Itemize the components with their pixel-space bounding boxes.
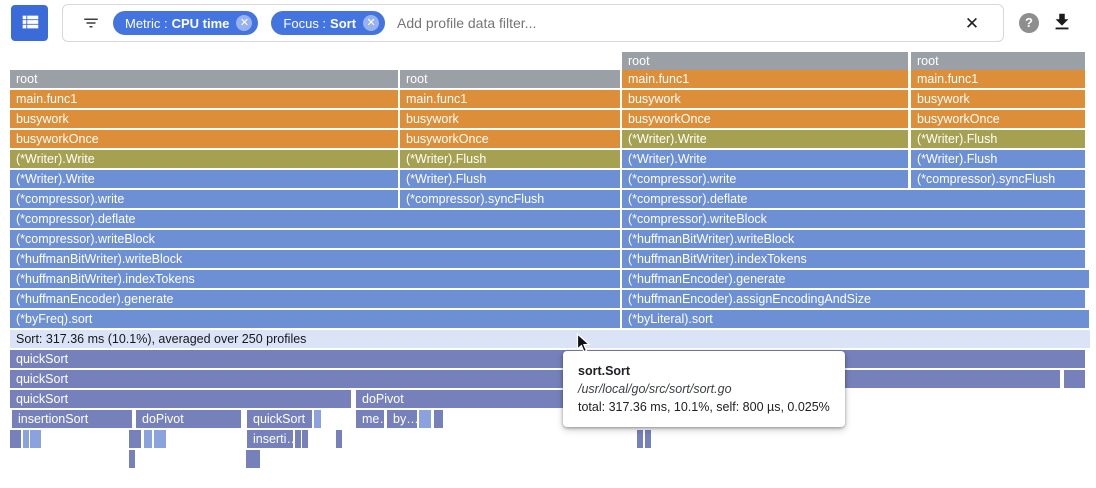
flame-frame[interactable] — [637, 430, 643, 448]
flame-frame[interactable]: (*byLiteral).sort — [622, 310, 1089, 328]
flame-frame[interactable]: (*compressor).deflate — [10, 210, 620, 228]
flame-frame[interactable]: (*huffmanBitWriter).indexTokens — [622, 250, 1085, 268]
flame-frame[interactable]: (*Writer).Flush — [911, 150, 1085, 168]
flame-frame[interactable]: (*compressor).write — [10, 190, 398, 208]
flame-frame[interactable]: (*compressor).write — [622, 170, 908, 188]
flame-frame[interactable]: (*compressor).writeBlock — [10, 230, 620, 248]
flame-frame[interactable] — [254, 450, 260, 468]
remove-focus-chip-icon[interactable]: ✕ — [363, 15, 380, 31]
remove-metric-chip-icon[interactable]: ✕ — [236, 15, 253, 31]
flame-frame[interactable]: (*Writer).Write — [10, 170, 398, 188]
flame-frame[interactable] — [336, 430, 342, 448]
flame-frame[interactable] — [419, 410, 431, 428]
filter-input[interactable]: Add profile data filter... — [397, 15, 537, 31]
view-list-icon — [19, 11, 41, 36]
flame-frame[interactable]: me… — [356, 410, 384, 428]
flame-frame[interactable]: main.func1 — [400, 90, 620, 108]
flame-frame[interactable]: root — [622, 52, 908, 70]
frame-tooltip: sort.Sort /usr/local/go/src/sort/sort.go… — [563, 351, 845, 427]
flame-frame[interactable] — [645, 430, 651, 448]
flame-frame[interactable]: busyworkOnce — [622, 110, 908, 128]
flame-frame[interactable] — [129, 430, 141, 448]
flame-frame[interactable]: (*huffmanBitWriter).writeBlock — [10, 250, 620, 268]
flame-frame[interactable]: (*compressor).syncFlush — [911, 170, 1085, 188]
flame-frame[interactable]: (*compressor).deflate — [622, 190, 1085, 208]
flame-frame[interactable]: busyworkOnce — [911, 110, 1085, 128]
flame-frame[interactable] — [129, 450, 135, 468]
flame-frame[interactable] — [295, 430, 301, 448]
flame-frame[interactable]: (*Writer).Write — [10, 150, 398, 168]
flame-frame[interactable] — [154, 430, 160, 448]
flame-frame[interactable]: root — [10, 70, 398, 88]
clear-filters-icon[interactable]: ✕ — [964, 14, 980, 33]
flame-frame[interactable]: busywork — [10, 110, 398, 128]
tooltip-stats: total: 317.36 ms, 10.1%, self: 800 µs, 0… — [578, 400, 830, 414]
flame-frame[interactable]: quickSort — [10, 370, 1060, 388]
flame-frame[interactable] — [23, 430, 29, 448]
flame-frame[interactable] — [246, 450, 252, 468]
flame-frame[interactable]: quickSort — [10, 390, 351, 408]
chip-label: Metric : — [125, 15, 168, 31]
flame-frame[interactable] — [10, 430, 21, 448]
flame-frame[interactable]: busywork — [911, 90, 1085, 108]
chip-value: Sort — [330, 15, 357, 31]
download-icon[interactable] — [1051, 11, 1075, 35]
flame-frame[interactable]: (*huffmanEncoder).assignEncodingAndSize — [622, 290, 1085, 308]
flame-frame[interactable]: main.func1 — [911, 70, 1085, 88]
flame-frame[interactable]: (*Writer).Write — [622, 150, 908, 168]
filter-chip-metric[interactable]: Metric : CPU time ✕ — [113, 11, 259, 35]
toolbar: Metric : CPU time ✕ Focus : Sort ✕ Add p… — [0, 0, 1096, 46]
flame-frame[interactable] — [30, 430, 36, 448]
flame-frame[interactable]: busyworkOnce — [10, 130, 398, 148]
flame-frame[interactable]: (*Writer).Write — [622, 130, 908, 148]
tooltip-source-path: /usr/local/go/src/sort/sort.go — [578, 382, 732, 396]
flame-frame[interactable]: root — [911, 52, 1085, 70]
flame-frame[interactable] — [35, 430, 41, 448]
filter-list-icon — [82, 14, 100, 32]
flame-frame[interactable] — [434, 410, 443, 428]
flame-frame[interactable]: (*compressor).syncFlush — [400, 190, 620, 208]
flame-frame[interactable] — [302, 430, 308, 448]
flame-frame[interactable] — [1064, 370, 1085, 388]
flame-frame[interactable]: busyworkOnce — [400, 130, 620, 148]
tooltip-function-name: sort.Sort — [578, 364, 631, 378]
flame-frame[interactable]: quickSort — [247, 410, 312, 428]
flame-frame[interactable]: (*huffmanBitWriter).writeBlock — [622, 230, 1085, 248]
flame-frame[interactable] — [144, 430, 152, 448]
flame-frame[interactable]: (*Writer).Flush — [400, 150, 620, 168]
flame-frame[interactable]: busywork — [400, 110, 620, 128]
flame-frame[interactable]: (*huffmanEncoder).generate — [10, 290, 620, 308]
flame-frame[interactable]: (*Writer).Flush — [911, 130, 1085, 148]
flame-frame-summary[interactable]: Sort: 317.36 ms (10.1%), averaged over 2… — [10, 330, 1090, 348]
chip-label: Focus : — [283, 15, 327, 31]
profile-list-button[interactable] — [11, 5, 48, 41]
filter-chip-focus[interactable]: Focus : Sort ✕ — [271, 11, 386, 35]
flame-frame[interactable]: (*huffmanEncoder).generate — [622, 270, 1089, 288]
help-icon[interactable]: ? — [1019, 13, 1039, 33]
flame-frame[interactable]: inserti… — [247, 430, 293, 448]
flame-frame[interactable]: (*byFreq).sort — [10, 310, 620, 328]
chip-value: CPU time — [171, 15, 230, 31]
filter-bar[interactable]: Metric : CPU time ✕ Focus : Sort ✕ Add p… — [62, 4, 1004, 42]
flame-frame[interactable]: root — [400, 70, 620, 88]
flame-frame[interactable]: (*compressor).writeBlock — [622, 210, 1085, 228]
flame-frame[interactable]: doPivot — [136, 410, 241, 428]
flame-frame[interactable]: main.func1 — [10, 90, 398, 108]
flame-frame[interactable]: quickSort — [10, 350, 1085, 368]
flame-frame[interactable] — [314, 410, 321, 428]
flame-frame[interactable] — [160, 430, 166, 448]
flame-frame[interactable] — [250, 450, 256, 468]
flame-frame[interactable]: insertionSort — [12, 410, 132, 428]
flame-frame[interactable]: by… — [387, 410, 417, 428]
flame-frame[interactable]: main.func1 — [622, 70, 908, 88]
flame-frame[interactable]: busywork — [622, 90, 908, 108]
flame-frame[interactable]: (*Writer).Flush — [400, 170, 620, 188]
flame-frame[interactable]: (*huffmanBitWriter).indexTokens — [10, 270, 620, 288]
